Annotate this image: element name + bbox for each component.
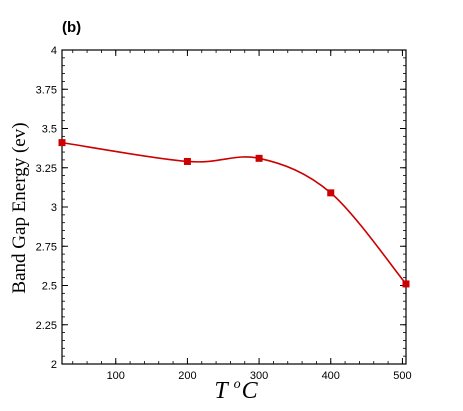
y-tick-label: 3.75 — [36, 84, 57, 96]
x-axis-title-superscript: o — [234, 377, 241, 392]
y-tick-label: 3.5 — [42, 124, 57, 136]
series-line — [61, 141, 407, 285]
x-axis-ticks: 100 200 300 400 500 — [72, 50, 412, 382]
x-tick-label: 300 — [250, 370, 268, 382]
y-tick-label: 3 — [51, 202, 57, 214]
y-tick-label: 3.25 — [36, 163, 57, 175]
y-axis-ticks: 2 2.25 2.5 2.75 3 3.25 3.5 3.75 4 — [36, 45, 406, 371]
plot-area: 2 2.25 2.5 2.75 3 3.25 3.5 3.75 4 100 200 300 400 50… — [36, 45, 412, 382]
panel-label: (b) — [62, 19, 81, 36]
data-point-marker — [58, 139, 66, 147]
data-point-marker — [183, 157, 191, 165]
x-axis-title-variable: T — [214, 378, 229, 404]
x-axis-title-unit: C — [242, 378, 259, 404]
data-point-marker — [402, 280, 410, 288]
y-tick-label: 2.75 — [36, 241, 57, 253]
data-point-marker — [255, 154, 263, 162]
data-point-marker — [327, 189, 335, 197]
series-markers — [58, 139, 410, 288]
y-tick-label: 2.25 — [36, 320, 57, 332]
y-tick-label: 4 — [51, 45, 57, 57]
x-tick-label: 200 — [178, 370, 196, 382]
plot-frame — [61, 49, 407, 365]
y-tick-label: 2.5 — [42, 281, 57, 293]
y-axis-title: Band Gap Energy (ev) — [9, 122, 30, 293]
x-tick-label: 400 — [322, 370, 340, 382]
x-tick-label: 100 — [107, 370, 125, 382]
y-tick-label: 2 — [51, 359, 57, 371]
x-tick-label: 500 — [393, 370, 411, 382]
